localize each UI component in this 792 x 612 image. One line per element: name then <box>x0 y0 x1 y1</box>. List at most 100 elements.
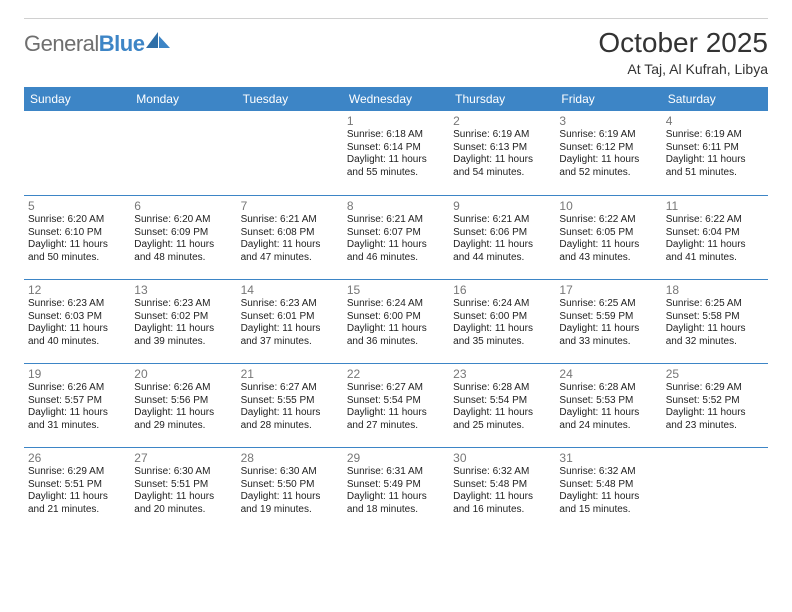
calendar-cell-empty <box>237 111 343 195</box>
day-number: 23 <box>453 367 551 381</box>
day-number: 29 <box>347 451 445 465</box>
day-info: Sunrise: 6:23 AMSunset: 6:03 PMDaylight:… <box>28 298 126 348</box>
day-number: 19 <box>28 367 126 381</box>
calendar-cell: 31Sunrise: 6:32 AMSunset: 5:48 PMDayligh… <box>555 447 661 531</box>
day-info: Sunrise: 6:22 AMSunset: 6:05 PMDaylight:… <box>559 214 657 264</box>
day-info: Sunrise: 6:22 AMSunset: 6:04 PMDaylight:… <box>666 214 764 264</box>
calendar-cell: 20Sunrise: 6:26 AMSunset: 5:56 PMDayligh… <box>130 363 236 447</box>
day-info: Sunrise: 6:18 AMSunset: 6:14 PMDaylight:… <box>347 129 445 179</box>
calendar-grid: SundayMondayTuesdayWednesdayThursdayFrid… <box>24 87 768 531</box>
day-number: 28 <box>241 451 339 465</box>
calendar-cell: 23Sunrise: 6:28 AMSunset: 5:54 PMDayligh… <box>449 363 555 447</box>
day-number: 16 <box>453 283 551 297</box>
calendar-cell: 9Sunrise: 6:21 AMSunset: 6:06 PMDaylight… <box>449 195 555 279</box>
calendar-cell: 6Sunrise: 6:20 AMSunset: 6:09 PMDaylight… <box>130 195 236 279</box>
day-number: 31 <box>559 451 657 465</box>
calendar-cell: 2Sunrise: 6:19 AMSunset: 6:13 PMDaylight… <box>449 111 555 195</box>
day-info: Sunrise: 6:30 AMSunset: 5:51 PMDaylight:… <box>134 466 232 516</box>
calendar-cell: 24Sunrise: 6:28 AMSunset: 5:53 PMDayligh… <box>555 363 661 447</box>
day-info: Sunrise: 6:20 AMSunset: 6:10 PMDaylight:… <box>28 214 126 264</box>
day-number: 17 <box>559 283 657 297</box>
brand-text: GeneralBlue <box>24 31 144 57</box>
calendar-cell-empty <box>662 447 768 531</box>
day-info: Sunrise: 6:19 AMSunset: 6:13 PMDaylight:… <box>453 129 551 179</box>
day-info: Sunrise: 6:26 AMSunset: 5:56 PMDaylight:… <box>134 382 232 432</box>
day-info: Sunrise: 6:32 AMSunset: 5:48 PMDaylight:… <box>559 466 657 516</box>
day-number: 11 <box>666 199 764 213</box>
calendar-cell: 16Sunrise: 6:24 AMSunset: 6:00 PMDayligh… <box>449 279 555 363</box>
day-number: 30 <box>453 451 551 465</box>
header: GeneralBlue October 2025 At Taj, Al Kufr… <box>24 27 768 77</box>
day-number: 27 <box>134 451 232 465</box>
calendar-cell: 30Sunrise: 6:32 AMSunset: 5:48 PMDayligh… <box>449 447 555 531</box>
calendar-cell: 5Sunrise: 6:20 AMSunset: 6:10 PMDaylight… <box>24 195 130 279</box>
day-number: 14 <box>241 283 339 297</box>
brand-blue: Blue <box>99 31 145 56</box>
day-info: Sunrise: 6:25 AMSunset: 5:59 PMDaylight:… <box>559 298 657 348</box>
calendar-cell: 12Sunrise: 6:23 AMSunset: 6:03 PMDayligh… <box>24 279 130 363</box>
calendar-cell: 10Sunrise: 6:22 AMSunset: 6:05 PMDayligh… <box>555 195 661 279</box>
top-rule <box>24 18 768 19</box>
day-number: 12 <box>28 283 126 297</box>
day-number: 15 <box>347 283 445 297</box>
page-subtitle: At Taj, Al Kufrah, Libya <box>598 61 768 77</box>
calendar-cell: 27Sunrise: 6:30 AMSunset: 5:51 PMDayligh… <box>130 447 236 531</box>
day-number: 18 <box>666 283 764 297</box>
day-info: Sunrise: 6:27 AMSunset: 5:55 PMDaylight:… <box>241 382 339 432</box>
day-number: 21 <box>241 367 339 381</box>
day-info: Sunrise: 6:29 AMSunset: 5:52 PMDaylight:… <box>666 382 764 432</box>
dayname-header: Friday <box>555 87 661 111</box>
day-info: Sunrise: 6:23 AMSunset: 6:01 PMDaylight:… <box>241 298 339 348</box>
calendar-cell: 18Sunrise: 6:25 AMSunset: 5:58 PMDayligh… <box>662 279 768 363</box>
calendar-cell-empty <box>130 111 236 195</box>
day-number: 9 <box>453 199 551 213</box>
calendar-cell: 15Sunrise: 6:24 AMSunset: 6:00 PMDayligh… <box>343 279 449 363</box>
dayname-header: Tuesday <box>237 87 343 111</box>
dayname-header: Thursday <box>449 87 555 111</box>
day-number: 5 <box>28 199 126 213</box>
day-number: 10 <box>559 199 657 213</box>
day-number: 4 <box>666 114 764 128</box>
calendar-cell: 4Sunrise: 6:19 AMSunset: 6:11 PMDaylight… <box>662 111 768 195</box>
day-number: 3 <box>559 114 657 128</box>
day-info: Sunrise: 6:28 AMSunset: 5:54 PMDaylight:… <box>453 382 551 432</box>
day-info: Sunrise: 6:20 AMSunset: 6:09 PMDaylight:… <box>134 214 232 264</box>
day-info: Sunrise: 6:29 AMSunset: 5:51 PMDaylight:… <box>28 466 126 516</box>
day-info: Sunrise: 6:21 AMSunset: 6:08 PMDaylight:… <box>241 214 339 264</box>
calendar-cell: 13Sunrise: 6:23 AMSunset: 6:02 PMDayligh… <box>130 279 236 363</box>
calendar-cell: 14Sunrise: 6:23 AMSunset: 6:01 PMDayligh… <box>237 279 343 363</box>
day-number: 22 <box>347 367 445 381</box>
page-title: October 2025 <box>598 27 768 59</box>
day-info: Sunrise: 6:26 AMSunset: 5:57 PMDaylight:… <box>28 382 126 432</box>
day-info: Sunrise: 6:27 AMSunset: 5:54 PMDaylight:… <box>347 382 445 432</box>
day-number: 6 <box>134 199 232 213</box>
calendar-cell: 19Sunrise: 6:26 AMSunset: 5:57 PMDayligh… <box>24 363 130 447</box>
calendar-cell: 21Sunrise: 6:27 AMSunset: 5:55 PMDayligh… <box>237 363 343 447</box>
day-info: Sunrise: 6:32 AMSunset: 5:48 PMDaylight:… <box>453 466 551 516</box>
day-number: 13 <box>134 283 232 297</box>
calendar-cell: 22Sunrise: 6:27 AMSunset: 5:54 PMDayligh… <box>343 363 449 447</box>
calendar-cell: 11Sunrise: 6:22 AMSunset: 6:04 PMDayligh… <box>662 195 768 279</box>
day-number: 2 <box>453 114 551 128</box>
day-info: Sunrise: 6:30 AMSunset: 5:50 PMDaylight:… <box>241 466 339 516</box>
day-info: Sunrise: 6:28 AMSunset: 5:53 PMDaylight:… <box>559 382 657 432</box>
day-info: Sunrise: 6:21 AMSunset: 6:07 PMDaylight:… <box>347 214 445 264</box>
day-info: Sunrise: 6:19 AMSunset: 6:12 PMDaylight:… <box>559 129 657 179</box>
day-info: Sunrise: 6:19 AMSunset: 6:11 PMDaylight:… <box>666 129 764 179</box>
day-number: 26 <box>28 451 126 465</box>
title-block: October 2025 At Taj, Al Kufrah, Libya <box>598 27 768 77</box>
day-info: Sunrise: 6:24 AMSunset: 6:00 PMDaylight:… <box>453 298 551 348</box>
calendar-cell: 1Sunrise: 6:18 AMSunset: 6:14 PMDaylight… <box>343 111 449 195</box>
dayname-header: Saturday <box>662 87 768 111</box>
brand-logo: GeneralBlue <box>24 27 172 57</box>
calendar-cell: 28Sunrise: 6:30 AMSunset: 5:50 PMDayligh… <box>237 447 343 531</box>
day-info: Sunrise: 6:23 AMSunset: 6:02 PMDaylight:… <box>134 298 232 348</box>
day-info: Sunrise: 6:25 AMSunset: 5:58 PMDaylight:… <box>666 298 764 348</box>
day-number: 7 <box>241 199 339 213</box>
day-number: 1 <box>347 114 445 128</box>
dayname-header: Sunday <box>24 87 130 111</box>
calendar-cell: 17Sunrise: 6:25 AMSunset: 5:59 PMDayligh… <box>555 279 661 363</box>
day-info: Sunrise: 6:31 AMSunset: 5:49 PMDaylight:… <box>347 466 445 516</box>
sail-icon <box>144 30 172 52</box>
calendar-cell-empty <box>24 111 130 195</box>
